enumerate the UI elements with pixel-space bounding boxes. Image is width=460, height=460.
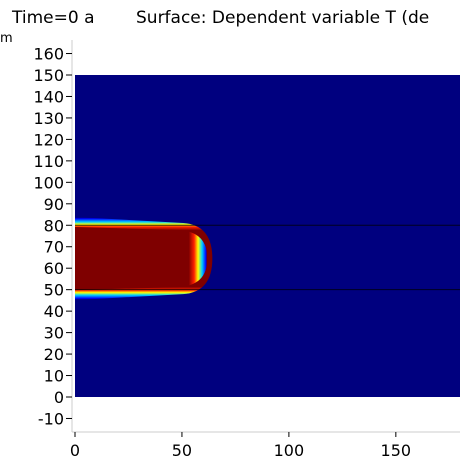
y-tick-label: 160 <box>33 45 64 64</box>
y-tick-label: 0 <box>54 388 64 407</box>
y-tick-label: 150 <box>33 66 64 85</box>
y-tick-label: 120 <box>33 130 64 149</box>
y-tick-label: 40 <box>44 302 64 321</box>
y-tick-label: -10 <box>38 409 64 428</box>
y-tick-label: 30 <box>44 324 64 343</box>
x-tick-label: 100 <box>274 441 305 460</box>
y-tick-label: 70 <box>44 238 64 257</box>
y-tick-label: 20 <box>44 345 64 364</box>
x-tick-label: 0 <box>70 441 80 460</box>
y-tick-label: 140 <box>33 87 64 106</box>
hot-region-core <box>75 226 208 291</box>
y-tick-label: 50 <box>44 281 64 300</box>
x-tick-label: 50 <box>172 441 192 460</box>
y-tick-label: 10 <box>44 367 64 386</box>
hot-region-group <box>75 216 213 301</box>
x-tick-label: 150 <box>381 441 412 460</box>
time-label: Time=0 a <box>11 8 95 28</box>
y-tick-label: 80 <box>44 216 64 235</box>
y-tick-label: 100 <box>33 173 64 192</box>
surface-title: Surface: Dependent variable T (de <box>136 8 429 28</box>
y-tick-label: 110 <box>33 152 64 171</box>
y-tick-label: 90 <box>44 195 64 214</box>
y-tick-label: 130 <box>33 109 64 128</box>
layer-boundaries <box>75 224 460 291</box>
y-tick-label: 60 <box>44 259 64 278</box>
x-axis-ticks: 0 50 100 150 <box>70 432 411 460</box>
axis-unit-label: m <box>0 31 13 46</box>
y-axis-ticks: -10 0 10 20 30 40 50 60 70 80 90 100 110 120 130 140 150… <box>33 45 72 428</box>
